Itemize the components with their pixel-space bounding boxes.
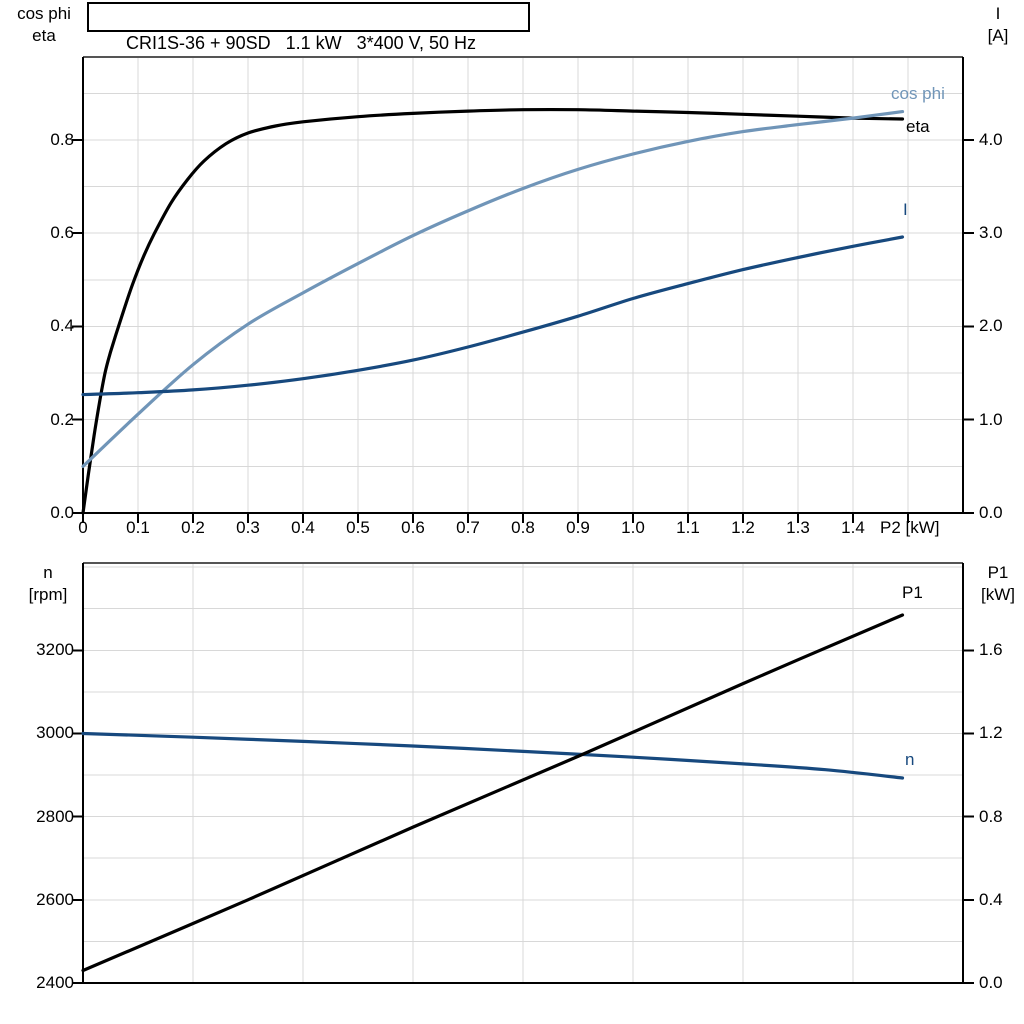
P1-curve (81, 613, 905, 973)
cos-phi-curve (81, 110, 905, 468)
eta-curve (81, 107, 905, 515)
n-curve (81, 731, 905, 780)
I-curve (81, 235, 905, 397)
